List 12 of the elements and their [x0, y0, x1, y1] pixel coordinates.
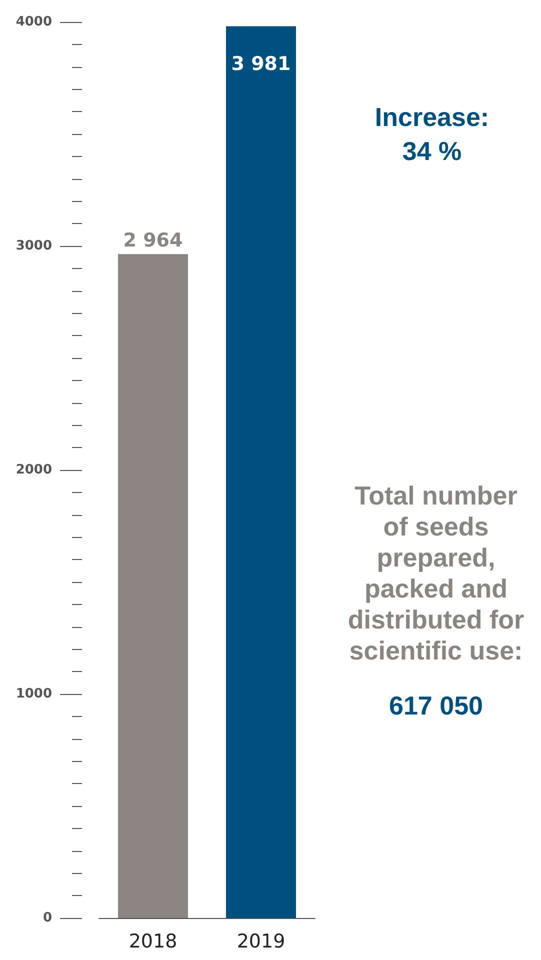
- y-tick-label: 4000: [16, 14, 52, 30]
- text: 617 050: [389, 690, 483, 720]
- data-label: 3 981: [231, 52, 291, 75]
- y-tick-label: 1000: [16, 686, 52, 702]
- text: Total number of seeds prepared, packed and distributed for scientific use:: [348, 480, 524, 666]
- text: Increase: 34 %: [374, 102, 490, 166]
- y-tick-label: 0: [42, 910, 52, 926]
- x-tick-label: 2019: [236, 930, 286, 952]
- y-tick-label: 3000: [16, 238, 52, 254]
- y-tick-label: 2000: [16, 462, 52, 478]
- x-tick-label: 2018: [128, 930, 178, 952]
- data-label: 2 964: [123, 230, 183, 252]
